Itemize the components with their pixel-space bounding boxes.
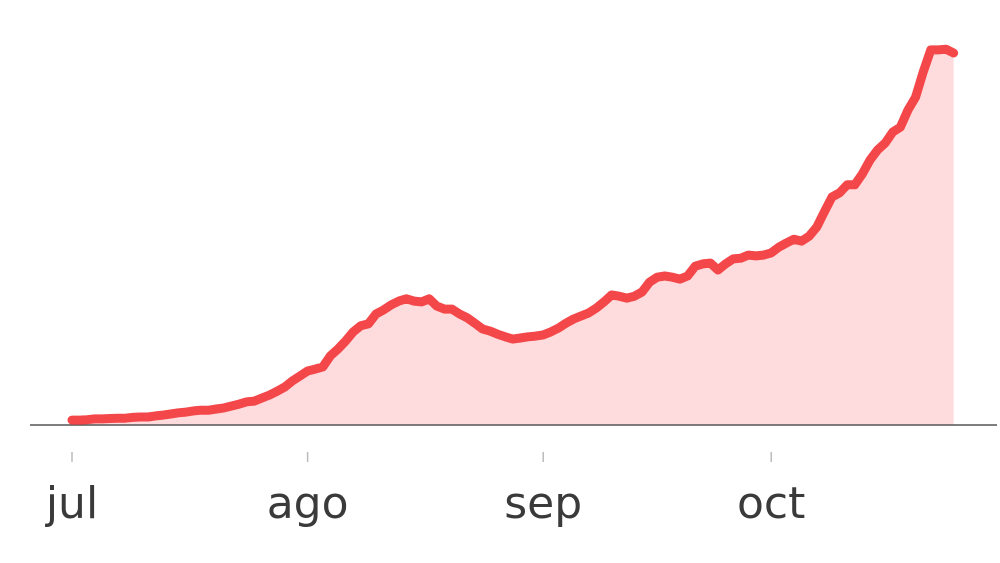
x-tick-label: oct (737, 478, 805, 529)
area-layer (72, 49, 954, 425)
line (67, 44, 959, 425)
area (72, 49, 954, 425)
line-layer (67, 44, 959, 425)
tick-layer: jul ago sep oct (45, 452, 805, 529)
x-tick-label: jul (45, 478, 98, 529)
x-tick-label: ago (267, 478, 349, 529)
x-tick-label: sep (504, 478, 582, 529)
